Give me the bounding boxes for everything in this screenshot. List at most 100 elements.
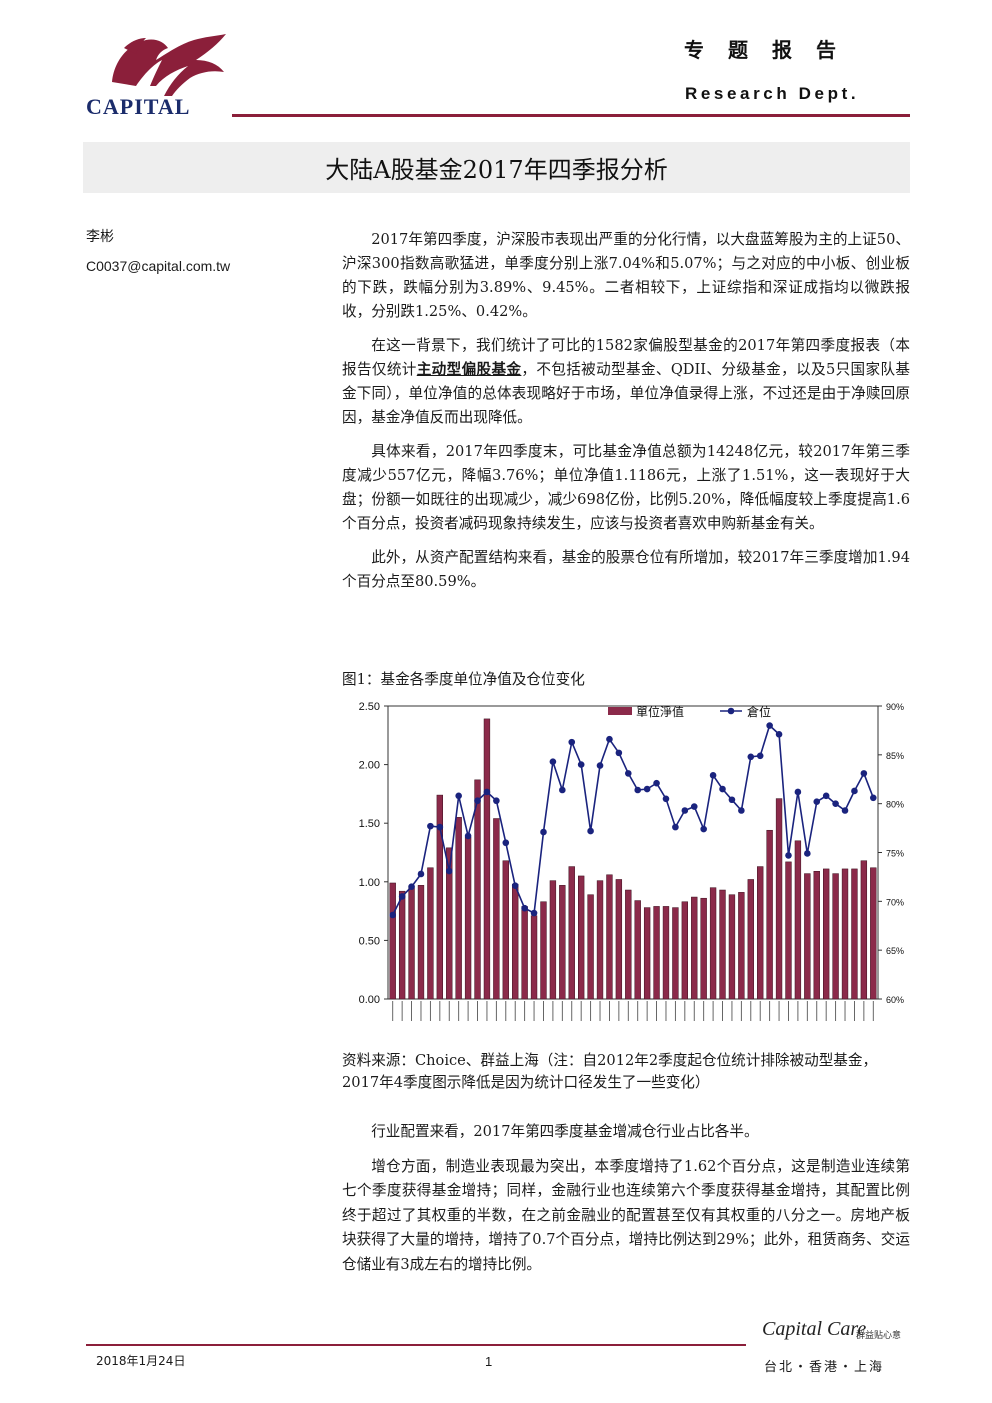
position-point (728, 796, 736, 804)
position-point (653, 779, 660, 787)
position-point (634, 786, 642, 794)
bar (446, 847, 453, 1000)
bar (559, 885, 566, 1000)
position-point (719, 785, 726, 793)
footer-date: 2018年1月24日 (96, 1354, 186, 1368)
y-left-tick-label: 0.50 (359, 935, 380, 947)
bar (483, 718, 491, 1000)
bar (464, 837, 472, 1000)
paragraph: 2017年第四季度，沪深股市表现出严重的分化行情，以大盘蓝筹股为主的上证50、沪… (342, 231, 910, 320)
capital-logo-icon (112, 34, 226, 96)
position-point (785, 852, 792, 859)
position-point (398, 893, 406, 900)
y-right-tick-label: 85% (886, 751, 904, 761)
position-point (700, 825, 707, 833)
bar (417, 885, 425, 1000)
position-point (549, 758, 557, 765)
position-point (869, 794, 877, 802)
position-point (559, 786, 566, 794)
bar (427, 867, 434, 1000)
position-point (587, 827, 594, 835)
position-point (851, 787, 858, 795)
y-right-tick-label: 90% (886, 702, 904, 712)
bar (398, 890, 406, 1000)
bar (634, 900, 641, 1000)
y-left-tick-label: 2.00 (359, 760, 380, 772)
header-rule (232, 114, 910, 117)
paragraph: 在这一背景下，我们统计了可比的1582家偏股型基金的2017年第四季度报表（本报… (342, 337, 910, 426)
legend-swatch-point (727, 707, 735, 715)
position-point (427, 822, 434, 830)
position-point (813, 798, 821, 806)
bar (643, 907, 651, 1000)
paragraph: 此外，从资产配置结构来看，基金的股票仓位有所增加，较2017年三季度增加1.94… (342, 549, 910, 590)
bar (389, 882, 396, 1000)
position-point (493, 797, 500, 805)
author-email[interactable]: C0037@capital.com.tw (86, 258, 231, 274)
figure-source: 资料来源：Choice、群益上海（注：自2012年2季度起仓位统计排除被动型基金… (342, 1052, 878, 1091)
y-left-tick-label: 1.50 (359, 818, 380, 830)
body-text: 2017年第四季度，沪深股市表现出严重的分化行情，以大盘蓝筹股为主的上证50、沪… (342, 228, 910, 604)
bar (766, 829, 773, 1000)
bar (757, 866, 764, 1000)
bar (568, 866, 575, 1000)
bar (653, 906, 660, 1000)
position-point (690, 803, 698, 810)
y-left-tick-label: 1.00 (359, 877, 380, 889)
legend-label-line: 倉位 (747, 704, 771, 719)
bar (841, 868, 849, 1000)
bar (672, 907, 679, 1000)
position-point (860, 770, 868, 777)
bar (813, 871, 820, 1000)
y-left-tick-label: 2.50 (359, 701, 380, 713)
author-name: 李彬 (86, 229, 114, 245)
position-point (643, 785, 651, 793)
position-point (756, 752, 764, 760)
position-point (804, 850, 811, 857)
position-point (540, 828, 547, 836)
bar (700, 897, 707, 1000)
figure-caption: 图1：基金各季度单位净值及仓位变化 (342, 671, 585, 688)
bar (832, 873, 839, 1000)
bar (681, 901, 688, 1000)
bar (851, 868, 858, 1000)
bar (436, 794, 443, 1000)
bar (615, 879, 623, 1000)
bar (455, 817, 462, 1000)
bar (719, 889, 726, 1000)
bar (493, 818, 500, 1000)
dept-label: Research Dept. (685, 84, 860, 103)
bar (530, 915, 538, 1000)
bar (587, 894, 594, 1000)
bar (540, 901, 547, 1000)
bar (691, 896, 698, 1000)
bar (596, 880, 604, 1000)
y-right-tick-label: 80% (886, 800, 904, 810)
y-right-tick-label: 70% (886, 897, 904, 907)
paragraph: 行业配置来看，2017年第四季度基金增减仓行业占比各半。 (371, 1123, 759, 1140)
bar (408, 887, 415, 1000)
position-point (521, 904, 528, 912)
bar (804, 873, 811, 1000)
body-text-2: 行业配置来看，2017年第四季度基金增减仓行业占比各半。 增仓方面，制造业表现最… (342, 1120, 910, 1288)
position-point (577, 761, 585, 768)
title-bar (83, 142, 910, 193)
paragraph: 增仓方面，制造业表现最为突出，本季度增持了1.62个百分点，这是制造业连续第七个… (342, 1157, 910, 1273)
position-point (474, 797, 481, 805)
position-point (624, 770, 632, 777)
bar (860, 860, 868, 1000)
bar (728, 894, 736, 1000)
position-point (738, 807, 745, 814)
bar (502, 860, 509, 1000)
report-type: 专题报告 (684, 38, 860, 62)
position-point (775, 731, 783, 738)
position-point (794, 788, 802, 796)
bar (512, 883, 519, 1000)
footer-cities: 台北・香港・上海 (764, 1360, 885, 1375)
footer-rule (86, 1344, 746, 1346)
nav-position-chart: 0.00 0.50 1.00 1.50 2.00 2.50 60% 65% 70% 75% 80% 8… (359, 701, 904, 1021)
y-right-tick-label: 65% (886, 946, 904, 956)
position-point (389, 911, 397, 919)
position-point (822, 792, 830, 800)
position-point (596, 762, 604, 769)
